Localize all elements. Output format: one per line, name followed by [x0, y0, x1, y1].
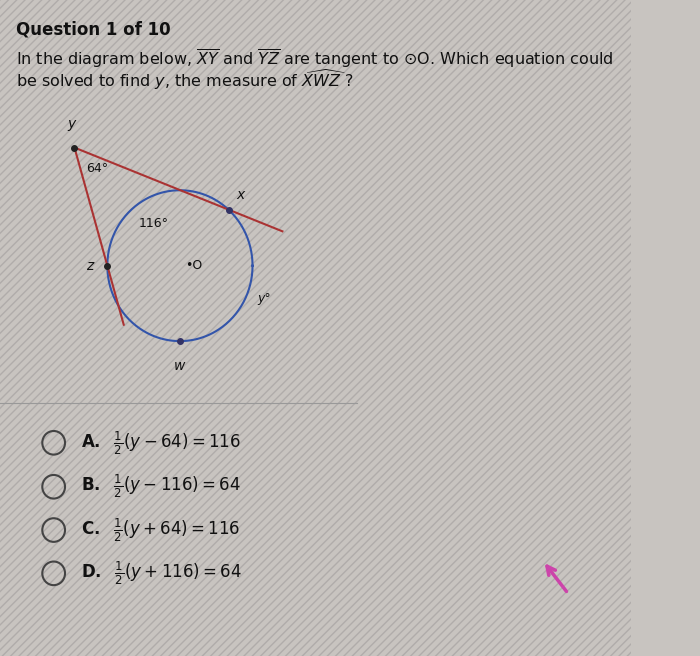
Text: y°: y°: [258, 292, 271, 305]
Text: Question 1 of 10: Question 1 of 10: [16, 21, 170, 39]
Text: be solved to find $y$, the measure of $\widehat{XWZ}$ ?: be solved to find $y$, the measure of $\…: [16, 68, 354, 92]
Text: $\mathbf{C.}$  $\frac{1}{2}(y + 64) = 116$: $\mathbf{C.}$ $\frac{1}{2}(y + 64) = 116…: [80, 516, 240, 544]
Text: 64°: 64°: [86, 162, 108, 175]
Text: w: w: [174, 359, 186, 373]
Text: In the diagram below, $\overline{XY}$ and $\overline{YZ}$ are tangent to $\odot$: In the diagram below, $\overline{XY}$ an…: [16, 47, 613, 70]
Text: $\mathbf{A.}$  $\frac{1}{2}(y - 64) = 116$: $\mathbf{A.}$ $\frac{1}{2}(y - 64) = 116…: [80, 429, 241, 457]
Text: y: y: [67, 117, 76, 131]
Text: z: z: [86, 258, 93, 273]
Text: $\mathbf{B.}$  $\frac{1}{2}(y - 116) = 64$: $\mathbf{B.}$ $\frac{1}{2}(y - 116) = 64…: [80, 473, 241, 501]
Text: x: x: [236, 188, 244, 202]
Text: 116°: 116°: [139, 216, 169, 230]
Text: •O: •O: [185, 259, 202, 272]
Text: $\mathbf{D.}$  $\frac{1}{2}(y + 116) = 64$: $\mathbf{D.}$ $\frac{1}{2}(y + 116) = 64…: [80, 560, 242, 587]
